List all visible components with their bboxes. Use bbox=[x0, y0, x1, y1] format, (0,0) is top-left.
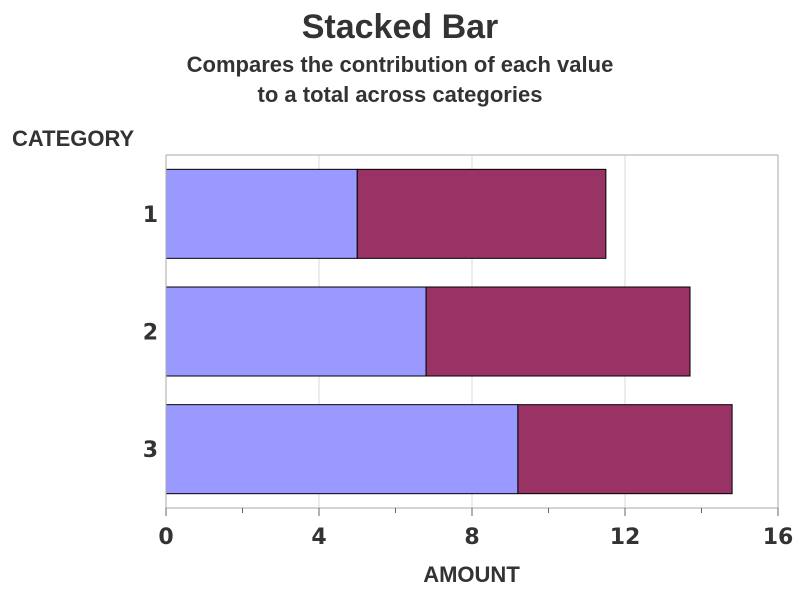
bar-segment-cat2-series1 bbox=[165, 286, 427, 377]
x-tick-label: 4 bbox=[311, 525, 326, 550]
x-axis-label: AMOUNT bbox=[423, 562, 520, 587]
y-category-label: 2 bbox=[143, 321, 158, 346]
y-category-label: 3 bbox=[143, 438, 158, 463]
x-tick-label: 16 bbox=[763, 525, 794, 550]
chart-title: Stacked Bar bbox=[301, 8, 499, 46]
chart-subtitle-line-1: Compares the contribution of each value bbox=[186, 52, 614, 77]
y-axis-label: CATEGORY bbox=[12, 126, 135, 151]
bar-segment-cat2-series2 bbox=[425, 286, 691, 377]
y-axis-category-labels: 1 2 3 bbox=[143, 203, 158, 463]
x-tick-label: 12 bbox=[610, 525, 641, 550]
x-tick-label: 0 bbox=[158, 525, 173, 550]
bar-segment-cat1-series1 bbox=[165, 168, 358, 259]
y-category-label: 1 bbox=[143, 203, 158, 228]
x-axis-tick-labels: 0 4 8 12 16 bbox=[158, 525, 793, 550]
chart-subtitle-line-2: to a total across categories bbox=[257, 82, 543, 107]
bar-segment-cat1-series2 bbox=[356, 168, 607, 259]
bars bbox=[165, 168, 733, 495]
x-tick-label: 8 bbox=[464, 525, 479, 550]
bar-segment-cat3-series1 bbox=[165, 404, 519, 495]
bar-segment-cat3-series2 bbox=[517, 404, 733, 495]
x-axis-ticks bbox=[165, 508, 779, 516]
